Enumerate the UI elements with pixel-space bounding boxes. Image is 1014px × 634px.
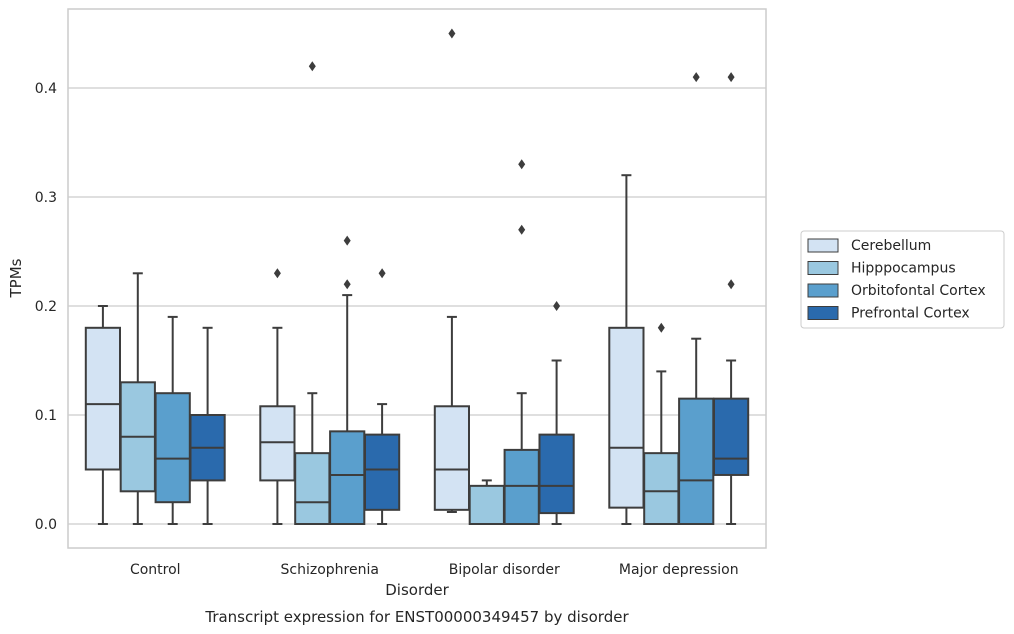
legend: Cerebellum Hipppocampus Orbitofontal Corte… bbox=[800, 230, 1005, 329]
box-iqr bbox=[643, 452, 680, 525]
box-iqr bbox=[259, 405, 296, 482]
legend-frame bbox=[800, 230, 1005, 329]
x-tick-label: Bipolar disorder bbox=[449, 562, 560, 578]
box-plot bbox=[433, 28, 471, 514]
box-plot bbox=[678, 72, 715, 525]
box-plot bbox=[468, 479, 505, 526]
outlier-marker bbox=[727, 279, 735, 290]
legend-swatch bbox=[807, 306, 839, 320]
box-plot bbox=[329, 235, 366, 526]
box-iqr bbox=[84, 326, 122, 471]
outlier-marker bbox=[448, 28, 456, 39]
box-iqr bbox=[433, 405, 471, 511]
y-tick-labels: 0.0 0.1 0.2 0.3 0.4 bbox=[35, 81, 57, 533]
box-iqr bbox=[468, 484, 505, 526]
outlier-marker bbox=[518, 159, 526, 170]
legend-swatch bbox=[807, 283, 839, 298]
outlier-marker bbox=[657, 322, 665, 333]
y-tick-label: 0.1 bbox=[35, 408, 57, 424]
legend-label: Orbitofontal Cortex bbox=[851, 283, 986, 299]
box-plot bbox=[712, 72, 750, 525]
box-plot bbox=[363, 268, 401, 525]
box-iqr bbox=[154, 392, 191, 504]
box-iqr bbox=[503, 448, 540, 526]
box-plot bbox=[538, 301, 575, 525]
x-axis-label: Disorder bbox=[385, 581, 449, 599]
outlier-marker bbox=[308, 61, 316, 72]
box-plot bbox=[259, 268, 296, 525]
box-iqr bbox=[608, 326, 645, 509]
y-tick-label: 0.4 bbox=[35, 81, 57, 97]
legend-item: Prefrontal Cortex bbox=[807, 306, 970, 322]
box-plot bbox=[154, 315, 191, 525]
box-iqr bbox=[329, 430, 366, 526]
y-tick-label: 0.0 bbox=[35, 517, 57, 533]
outlier-marker bbox=[378, 268, 386, 279]
box-iqr bbox=[294, 452, 331, 525]
chart-caption: Transcript expression for ENST0000034945… bbox=[204, 608, 629, 626]
legend-item: Cerebellum bbox=[807, 238, 931, 254]
y-axis-label: TPMs bbox=[7, 258, 25, 298]
box-plot bbox=[643, 322, 680, 525]
box-plot bbox=[608, 174, 645, 525]
box-plot bbox=[84, 305, 122, 525]
x-tick-label: Schizophrenia bbox=[281, 562, 379, 578]
legend-label: Prefrontal Cortex bbox=[851, 306, 970, 322]
box-series bbox=[84, 28, 750, 526]
legend-item: Hipppocampus bbox=[807, 261, 956, 277]
x-tick-labels: Control Schizophrenia Bipolar disorder Majo… bbox=[130, 562, 739, 578]
outlier-marker bbox=[343, 235, 351, 246]
outlier-marker bbox=[692, 72, 700, 83]
box-plot bbox=[503, 159, 540, 526]
outlier-marker bbox=[553, 301, 561, 311]
box-iqr bbox=[712, 397, 750, 476]
box-iqr bbox=[538, 433, 575, 515]
y-tick-label: 0.2 bbox=[35, 299, 57, 315]
outlier-marker bbox=[273, 268, 281, 279]
y-tick-label: 0.3 bbox=[35, 190, 57, 206]
box-iqr bbox=[363, 433, 401, 511]
outlier-marker bbox=[518, 224, 526, 235]
box-iqr bbox=[678, 397, 715, 525]
outlier-marker bbox=[727, 72, 735, 83]
legend-swatch bbox=[807, 261, 839, 275]
outlier-marker bbox=[343, 279, 351, 290]
plot-frame bbox=[67, 8, 767, 549]
box-plot bbox=[189, 326, 226, 525]
x-tick-label: Major depression bbox=[619, 562, 739, 578]
box-plot bbox=[294, 61, 331, 525]
legend-item: Orbitofontal Cortex bbox=[807, 283, 986, 299]
legend-swatch bbox=[807, 238, 839, 253]
x-tick-label: Control bbox=[130, 562, 181, 578]
legend-label: Cerebellum bbox=[851, 238, 931, 254]
legend-label: Hipppocampus bbox=[851, 261, 956, 277]
